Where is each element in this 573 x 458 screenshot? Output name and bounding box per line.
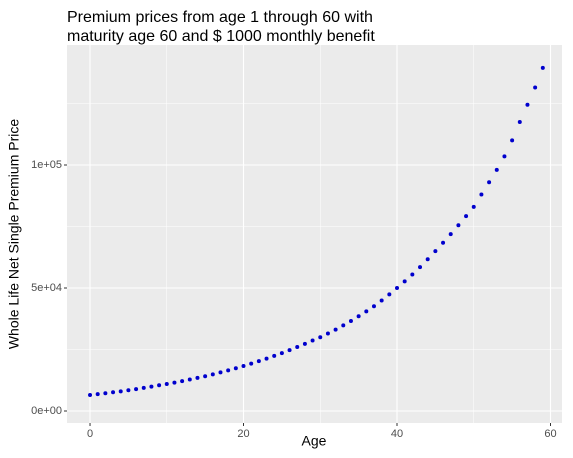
point (126, 388, 131, 393)
point (433, 249, 438, 254)
point (195, 375, 200, 380)
point (533, 85, 538, 90)
point (510, 138, 515, 143)
point (233, 366, 238, 371)
point (325, 331, 330, 336)
point (318, 335, 323, 340)
point (517, 119, 522, 124)
point (395, 285, 399, 290)
point (295, 345, 300, 350)
point (141, 385, 146, 390)
point (441, 240, 446, 245)
point (487, 180, 492, 185)
point (341, 323, 346, 328)
y-tick-label: 1e+05 (31, 159, 62, 171)
point (88, 393, 93, 398)
plot-background (67, 45, 562, 423)
point (425, 257, 430, 262)
point (464, 214, 469, 219)
chart-title: maturity age 60 and $ 1000 monthly benef… (67, 28, 375, 45)
y-tick-label: 0e+00 (31, 405, 62, 417)
x-axis-label: Age (302, 433, 327, 449)
point (348, 318, 353, 323)
point (456, 223, 461, 228)
point (111, 390, 116, 395)
point (180, 379, 185, 384)
point (418, 265, 423, 270)
point (134, 387, 139, 392)
point (241, 363, 246, 368)
point (103, 391, 108, 396)
point (203, 374, 208, 379)
point (502, 154, 507, 159)
point (387, 292, 392, 297)
point (226, 368, 231, 373)
point (310, 338, 315, 343)
x-tick-label: 40 (391, 428, 403, 440)
x-tick-label: 20 (237, 428, 249, 440)
point (95, 392, 100, 397)
point (149, 384, 154, 389)
point (218, 370, 223, 375)
point (525, 102, 530, 107)
point (302, 341, 307, 346)
point (249, 361, 254, 366)
point (256, 359, 261, 364)
point (364, 309, 369, 314)
point (479, 192, 484, 197)
point (540, 65, 545, 70)
point (118, 389, 123, 394)
y-tick-label: 5e+04 (31, 282, 62, 294)
point (356, 314, 361, 319)
point (402, 279, 407, 284)
chart-title: Premium prices from age 1 through 60 wit… (67, 9, 373, 26)
point (471, 204, 476, 209)
x-tick-label: 60 (544, 428, 556, 440)
point (272, 353, 277, 358)
point (210, 372, 215, 377)
point (333, 327, 338, 332)
point (371, 304, 376, 309)
point (410, 272, 415, 277)
point (279, 351, 284, 356)
point (172, 380, 177, 385)
point (448, 232, 453, 237)
point (379, 298, 384, 303)
point (157, 383, 162, 388)
point (494, 167, 499, 172)
point (187, 377, 192, 382)
point (164, 381, 169, 386)
x-tick-label: 0 (87, 428, 93, 440)
point (264, 356, 269, 361)
point (287, 348, 292, 353)
y-axis-label: Whole Life Net Single Premium Price (6, 119, 22, 350)
